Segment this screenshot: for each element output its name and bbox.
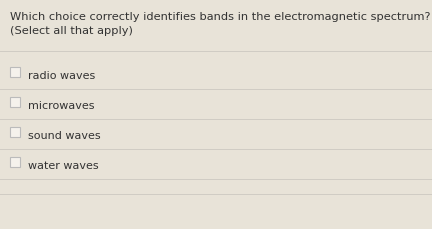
Text: Which choice correctly identifies bands in the electromagnetic spectrum?: Which choice correctly identifies bands …	[10, 12, 431, 22]
Text: (Select all that apply): (Select all that apply)	[10, 26, 133, 36]
Text: radio waves: radio waves	[28, 71, 95, 81]
FancyBboxPatch shape	[10, 68, 20, 78]
Text: sound waves: sound waves	[28, 131, 101, 140]
Text: microwaves: microwaves	[28, 101, 95, 111]
FancyBboxPatch shape	[10, 98, 20, 108]
FancyBboxPatch shape	[10, 128, 20, 137]
FancyBboxPatch shape	[10, 157, 20, 167]
Text: water waves: water waves	[28, 160, 98, 170]
